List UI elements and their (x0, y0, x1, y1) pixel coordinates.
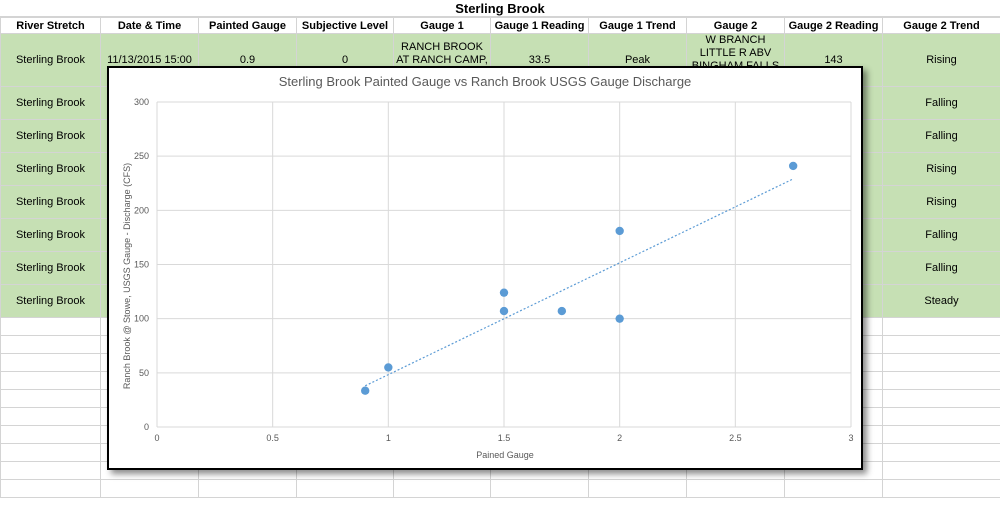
data-point (361, 386, 370, 395)
column-header[interactable]: Painted Gauge (198, 17, 297, 34)
x-tick-label: 2.5 (729, 433, 742, 443)
y-tick-label: 150 (134, 260, 149, 270)
column-header[interactable]: Subjective Level (296, 17, 394, 34)
column-header[interactable]: River Stretch (0, 17, 101, 34)
y-tick-label: 50 (139, 368, 149, 378)
trendline (364, 178, 794, 387)
cell-gauge-2-trend[interactable]: Falling (882, 251, 1000, 285)
y-tick-label: 200 (134, 205, 149, 215)
chart-title: Sterling Brook Painted Gauge vs Ranch Br… (279, 74, 692, 89)
cell-gauge-2-trend[interactable]: Rising (882, 33, 1000, 87)
header-row: River Stretch Date & Time Painted Gauge … (0, 17, 1000, 34)
cell-river-stretch[interactable]: Sterling Brook (0, 251, 101, 285)
cell-river-stretch[interactable]: Sterling Brook (0, 218, 101, 252)
cell-river-stretch[interactable]: Sterling Brook (0, 185, 101, 219)
empty-row (0, 461, 1000, 480)
column-header[interactable]: Gauge 1 Reading (490, 17, 589, 34)
y-tick-label: 300 (134, 97, 149, 107)
x-axis-label: Pained Gauge (476, 450, 534, 460)
data-point (788, 161, 798, 171)
column-header[interactable]: Gauge 1 Trend (588, 17, 687, 34)
column-header[interactable]: Gauge 2 Trend (882, 17, 1000, 34)
column-header[interactable]: Gauge 2 (686, 17, 785, 34)
data-point (499, 306, 509, 316)
x-tick-label: 3 (848, 433, 853, 443)
data-point (499, 288, 509, 297)
y-tick-label: 0 (144, 422, 149, 432)
cell-gauge-2-trend[interactable]: Falling (882, 218, 1000, 252)
column-header[interactable]: Gauge 2 Reading (784, 17, 883, 34)
cell-river-stretch[interactable]: Sterling Brook (0, 33, 101, 87)
x-tick-label: 0 (154, 433, 159, 443)
cell-gauge-2-trend[interactable]: Steady (882, 284, 1000, 318)
cell-river-stretch[interactable]: Sterling Brook (0, 152, 101, 186)
y-tick-label: 100 (134, 314, 149, 324)
x-tick-label: 0.5 (266, 433, 279, 443)
scatter-chart[interactable]: Sterling Brook Painted Gauge vs Ranch Br… (107, 66, 863, 470)
data-point (557, 306, 567, 316)
cell-gauge-2-trend[interactable]: Falling (882, 86, 1000, 120)
trendline-layer (364, 178, 794, 387)
cell-gauge-2-trend[interactable]: Rising (882, 185, 1000, 219)
tick-labels: 0 0.5 1 1.5 2 2.5 3 0 50 100 150 200 250 300 (134, 97, 854, 443)
empty-row (0, 479, 1000, 498)
x-tick-label: 1 (386, 433, 391, 443)
y-tick-label: 250 (134, 151, 149, 161)
x-tick-label: 2 (617, 433, 622, 443)
sheet-title[interactable]: Sterling Brook (0, 0, 1000, 17)
y-axis-label: Ranch Brook @ Stowe, USGS Gauge - Discha… (122, 163, 132, 389)
cell-gauge-2-trend[interactable]: Falling (882, 119, 1000, 153)
x-tick-label: 1.5 (498, 433, 511, 443)
data-points (361, 161, 798, 395)
data-point (384, 363, 393, 372)
data-point (615, 226, 624, 236)
column-header[interactable]: Date & Time (100, 17, 199, 34)
cell-river-stretch[interactable]: Sterling Brook (0, 119, 101, 153)
chart-canvas: Sterling Brook Painted Gauge vs Ranch Br… (122, 74, 854, 460)
data-point (615, 314, 624, 323)
cell-river-stretch[interactable]: Sterling Brook (0, 86, 101, 120)
cell-river-stretch[interactable]: Sterling Brook (0, 284, 101, 318)
cell-gauge-2-trend[interactable]: Rising (882, 152, 1000, 186)
grid-lines (156, 101, 852, 428)
column-header[interactable]: Gauge 1 (393, 17, 491, 34)
